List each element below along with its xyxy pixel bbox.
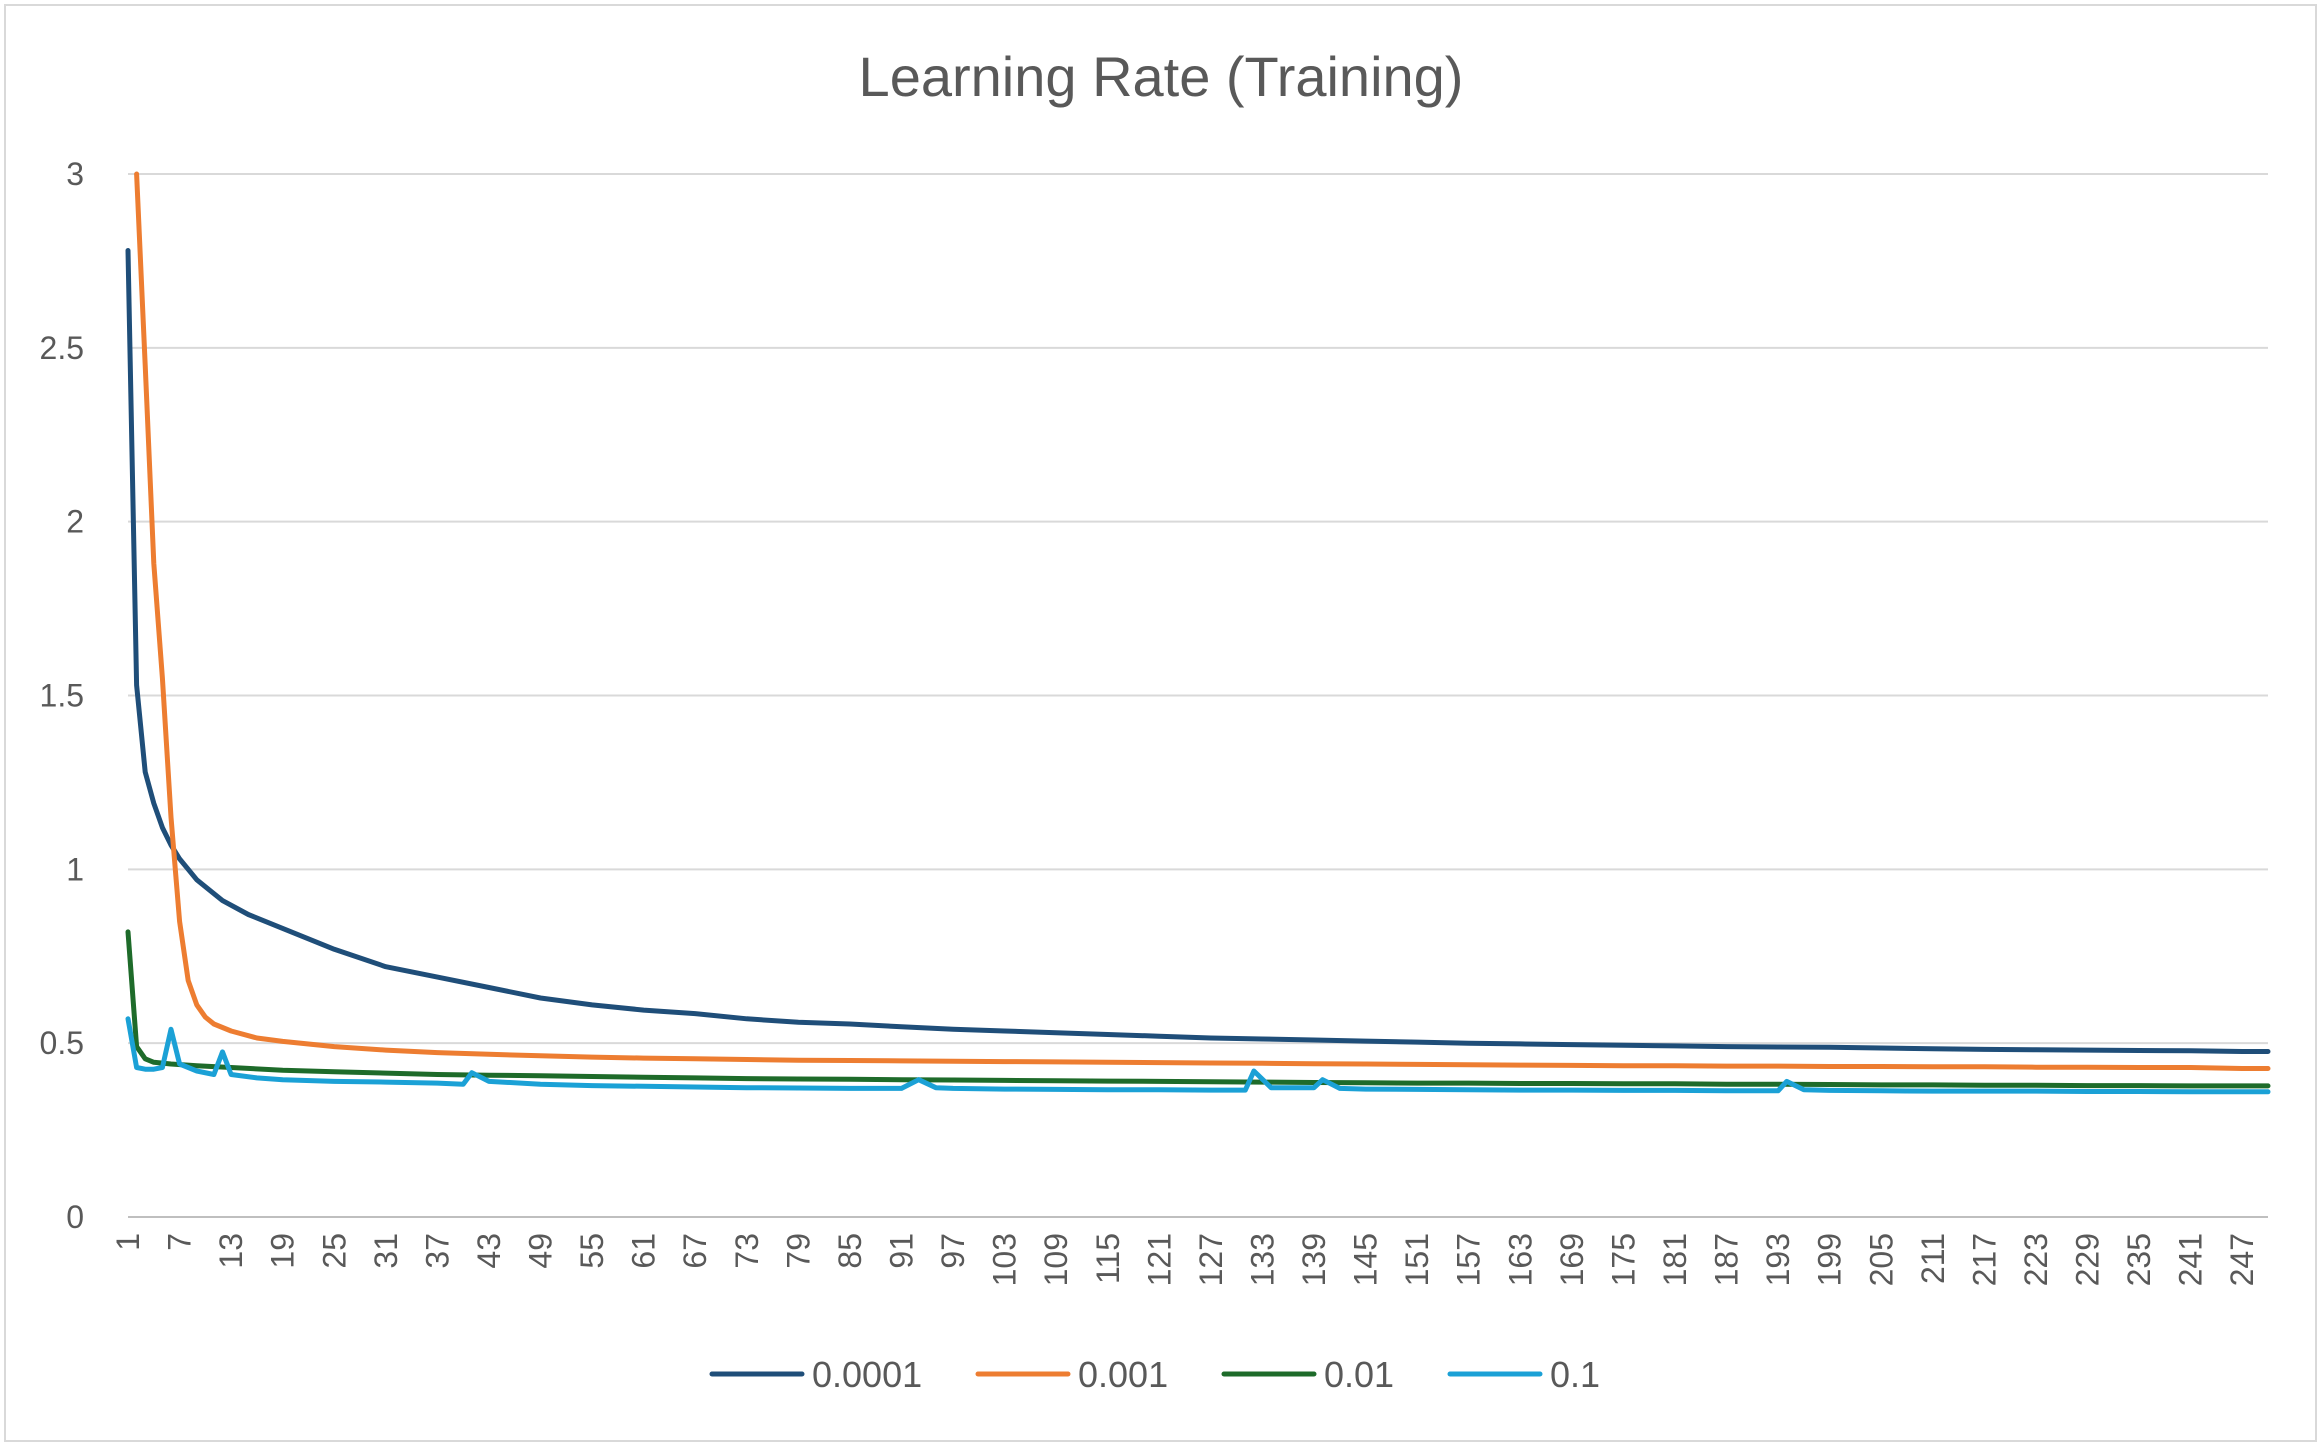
x-tick-label: 43 <box>471 1233 507 1269</box>
series-line-0.01 <box>125 929 2271 1089</box>
series-line-0.001 <box>134 171 2271 1071</box>
x-tick-label: 103 <box>987 1233 1023 1286</box>
series-line-0.1 <box>125 1016 2271 1095</box>
legend-item-0.01: 0.01 <box>1221 1354 1394 1395</box>
legend-label: 0.01 <box>1324 1354 1394 1395</box>
legend-item-0.0001: 0.0001 <box>709 1354 922 1395</box>
x-tick-label: 7 <box>162 1233 198 1251</box>
x-tick-label: 127 <box>1193 1233 1229 1286</box>
x-tick-label: 157 <box>1451 1233 1487 1286</box>
y-tick-label: 1 <box>66 851 84 887</box>
legend: 0.0001 0.001 0.01 0.1 <box>709 1354 1600 1395</box>
x-tick-label: 19 <box>265 1233 301 1269</box>
x-tick-label: 229 <box>2070 1233 2106 1286</box>
legend-label: 0.001 <box>1078 1354 1168 1395</box>
x-tick-label: 73 <box>729 1233 765 1269</box>
x-tick-label: 175 <box>1605 1233 1641 1286</box>
y-tick-label: 0 <box>66 1199 84 1235</box>
x-tick-label: 55 <box>574 1233 610 1269</box>
x-tick-label: 61 <box>626 1233 662 1269</box>
x-tick-label: 49 <box>523 1233 559 1269</box>
y-axis-tick-labels: 0 0.5 1 1.5 2 2.5 3 <box>40 156 84 1235</box>
y-tick-label: 1.5 <box>40 678 84 714</box>
x-tick-label: 169 <box>1554 1233 1590 1286</box>
x-tick-label: 13 <box>213 1233 249 1269</box>
chart-area <box>4 4 2317 1442</box>
x-tick-label: 223 <box>2018 1233 2054 1286</box>
y-tick-label: 2.5 <box>40 330 84 366</box>
legend-label: 0.0001 <box>812 1354 922 1395</box>
x-tick-label: 247 <box>2224 1233 2260 1286</box>
series-lines <box>125 171 2271 1095</box>
x-tick-label: 193 <box>1760 1233 1796 1286</box>
x-tick-label: 37 <box>419 1233 455 1269</box>
x-tick-label: 187 <box>1709 1233 1745 1286</box>
legend-item-0.001: 0.001 <box>975 1354 1168 1395</box>
x-tick-label: 235 <box>2121 1233 2157 1286</box>
y-tick-label: 0.5 <box>40 1025 84 1061</box>
x-tick-label: 79 <box>780 1233 816 1269</box>
x-tick-label: 163 <box>1502 1233 1538 1286</box>
x-axis-tick-labels: 1 7 13 19 25 31 37 43 49 55 61 67 73 79 85 91 97 103 109 11… <box>110 1233 2260 1286</box>
x-tick-label: 97 <box>935 1233 971 1269</box>
legend-label: 0.1 <box>1550 1354 1600 1395</box>
y-tick-label: 3 <box>66 156 84 192</box>
x-tick-label: 121 <box>1141 1233 1177 1286</box>
x-tick-label: 241 <box>2173 1233 2209 1286</box>
series-line-0.0001 <box>125 248 2271 1054</box>
x-tick-label: 25 <box>316 1233 352 1269</box>
x-tick-label: 133 <box>1244 1233 1280 1286</box>
gridlines <box>128 173 2268 1218</box>
x-tick-label: 115 <box>1090 1233 1126 1284</box>
x-tick-label: 217 <box>1966 1233 2002 1286</box>
x-tick-label: 151 <box>1399 1233 1435 1286</box>
x-tick-label: 85 <box>832 1233 868 1269</box>
x-tick-label: 181 <box>1657 1233 1693 1286</box>
x-tick-label: 211 <box>1915 1233 1951 1284</box>
x-tick-label: 205 <box>1863 1233 1899 1286</box>
x-tick-label: 1 <box>110 1233 146 1251</box>
x-tick-label: 139 <box>1296 1233 1332 1286</box>
x-tick-label: 91 <box>883 1233 919 1269</box>
x-tick-label: 109 <box>1038 1233 1074 1286</box>
legend-item-0.1: 0.1 <box>1447 1354 1600 1395</box>
y-tick-label: 2 <box>66 504 84 540</box>
chart-title: Learning Rate (Training) <box>859 45 1464 108</box>
x-tick-label: 67 <box>677 1233 713 1269</box>
x-tick-label: 199 <box>1812 1233 1848 1286</box>
x-tick-label: 31 <box>368 1233 404 1269</box>
x-tick-label: 145 <box>1348 1233 1384 1286</box>
